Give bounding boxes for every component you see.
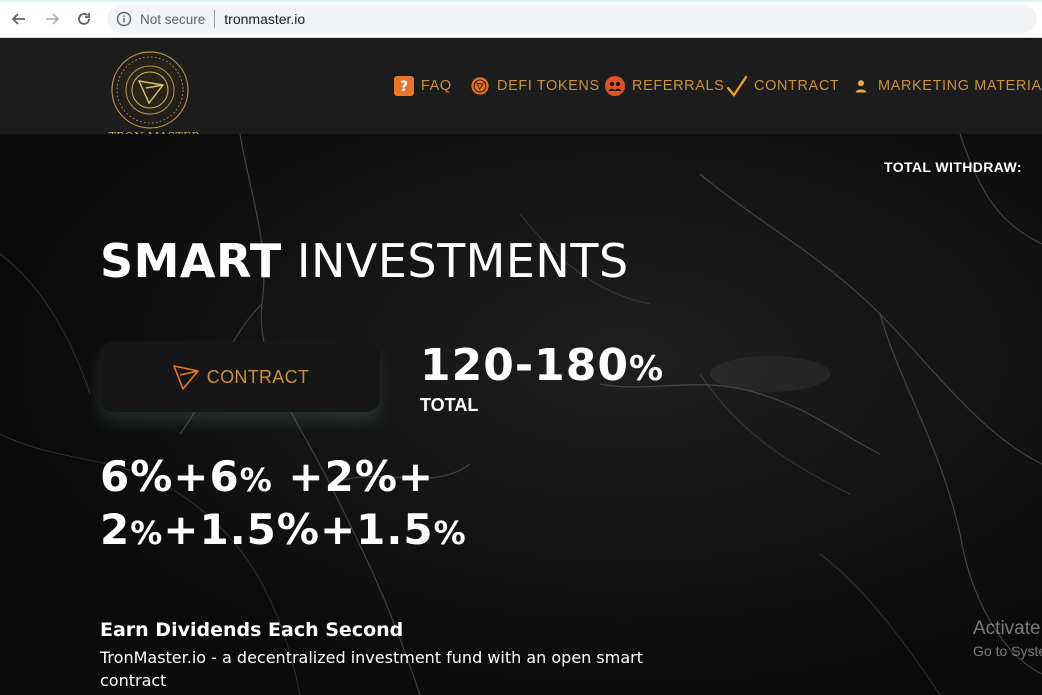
total-withdraw-label: TOTAL WITHDRAW: bbox=[884, 159, 1022, 175]
earn-description: TronMaster.io - a decentralized investme… bbox=[100, 648, 643, 690]
browser-toolbar: Not secure tronmaster.io bbox=[0, 0, 1042, 38]
percent-line-2-part-2: % bbox=[130, 514, 164, 552]
defi-token-icon bbox=[469, 75, 491, 97]
percent-line-1: 6%+6% +2%+ bbox=[100, 452, 467, 505]
marble-background bbox=[0, 134, 1042, 695]
nav-item-marketing-material[interactable]: MARKETING MATERIAL bbox=[850, 74, 1042, 98]
url-text[interactable]: tronmaster.io bbox=[224, 11, 306, 27]
nav-label-referrals: REFERRALS bbox=[632, 78, 725, 94]
windows-watermark-subtitle: Go to Syste bbox=[973, 643, 1042, 659]
back-arrow-icon bbox=[11, 13, 25, 25]
earn-title: Earn Dividends Each Second bbox=[100, 619, 404, 641]
rate-unit: % bbox=[628, 349, 665, 389]
checkmark-icon bbox=[726, 75, 748, 97]
nav-item-contract[interactable]: CONTRACT bbox=[726, 74, 839, 98]
question-icon: ? bbox=[393, 75, 415, 97]
reload-button[interactable] bbox=[73, 8, 95, 30]
info-icon[interactable] bbox=[116, 11, 132, 27]
contract-button[interactable]: CONTRACT bbox=[100, 342, 380, 412]
forward-button[interactable] bbox=[41, 8, 63, 30]
nav-label-defi-tokens: DEFI TOKENS bbox=[497, 78, 600, 94]
percent-line-1-part-2: % bbox=[239, 461, 273, 499]
nav-label-faq: FAQ bbox=[421, 78, 452, 94]
rate-label: TOTAL bbox=[420, 395, 479, 415]
percent-breakdown: 6%+6% +2%+ 2%+1.5%+1.5% bbox=[100, 452, 467, 558]
security-status[interactable]: Not secure bbox=[140, 11, 206, 27]
percent-line-1-part-1: 6%+6 bbox=[100, 452, 240, 501]
percent-line-2-part-1: 2 bbox=[100, 505, 131, 554]
nav-item-defi-tokens[interactable]: DEFI TOKENS bbox=[469, 74, 600, 98]
headline-bold: SMART bbox=[100, 234, 282, 288]
hero-section: TOTAL WITHDRAW: SMART INVESTMENTS CONTRA… bbox=[0, 134, 1042, 695]
address-separator bbox=[214, 10, 216, 28]
back-button[interactable] bbox=[8, 8, 30, 30]
rate-number: 120-180 bbox=[420, 340, 629, 391]
nav-item-faq[interactable]: ? FAQ bbox=[393, 74, 452, 98]
windows-watermark-title: Activate bbox=[973, 618, 1041, 639]
tronmaster-logo[interactable] bbox=[100, 48, 200, 144]
percent-line-2-part-4: % bbox=[433, 514, 467, 552]
headline-rest: INVESTMENTS bbox=[281, 234, 629, 288]
nav-item-referrals[interactable]: REFERRALS bbox=[604, 74, 724, 98]
tron-icon bbox=[172, 365, 199, 390]
rate-value: 120-180% bbox=[420, 340, 664, 391]
contract-button-label: CONTRACT bbox=[206, 366, 310, 387]
site-header: • TRON MASTER • ? FAQ DEFI TOKENS REFERR… bbox=[0, 38, 1042, 143]
nav-label-contract: CONTRACT bbox=[754, 78, 840, 94]
referrals-icon bbox=[604, 75, 626, 97]
svg-text:?: ? bbox=[400, 79, 408, 95]
hero-headline: SMART INVESTMENTS bbox=[100, 234, 629, 288]
percent-line-2: 2%+1.5%+1.5% bbox=[100, 505, 467, 558]
forward-arrow-icon bbox=[46, 13, 60, 25]
nav-label-marketing-material: MARKETING MATERIAL bbox=[878, 78, 1042, 94]
percent-line-2-part-3: +1.5%+1.5 bbox=[163, 505, 434, 554]
reload-icon bbox=[78, 13, 90, 25]
address-bar[interactable]: Not secure tronmaster.io bbox=[107, 5, 1037, 33]
percent-line-1-part-3: +2%+ bbox=[272, 452, 435, 501]
browser-top-accent bbox=[0, 0, 1042, 2]
user-icon bbox=[850, 75, 872, 97]
